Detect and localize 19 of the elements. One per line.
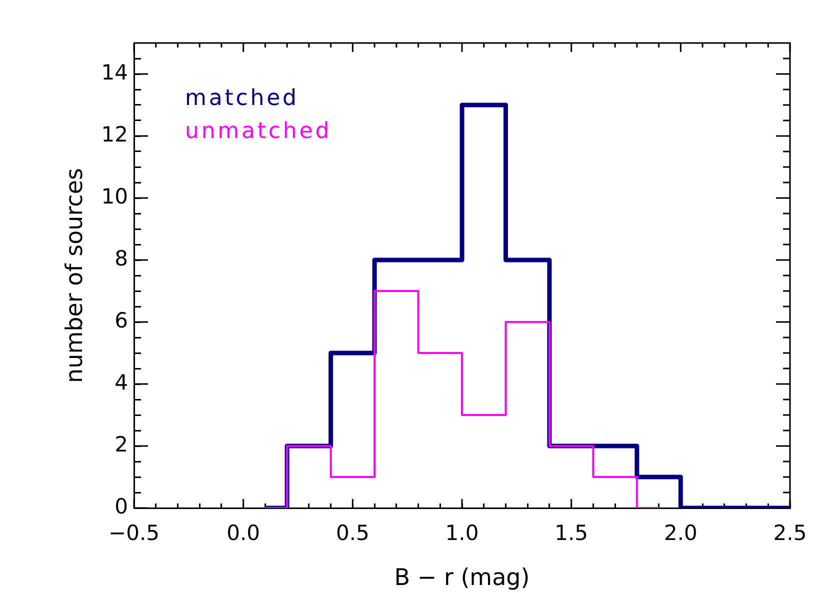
y-tick-label: 10 bbox=[101, 184, 128, 208]
x-tick-label: 1.5 bbox=[554, 521, 588, 546]
x-tick-label: −0.5 bbox=[108, 521, 160, 546]
y-tick-label: 2 bbox=[114, 432, 128, 456]
text: unmatched bbox=[185, 119, 332, 144]
x-tick-label: 2.0 bbox=[664, 521, 698, 546]
y-tick-label: 4 bbox=[114, 370, 128, 394]
text: matched bbox=[185, 86, 299, 111]
y-tick-label: 14 bbox=[101, 60, 128, 84]
x-axis-title: B − r (mag) bbox=[394, 565, 530, 592]
y-tick-label: 12 bbox=[101, 122, 128, 146]
x-tick-label: 1.0 bbox=[445, 521, 479, 546]
y-tick-label: 0 bbox=[114, 494, 128, 518]
y-tick-label: 8 bbox=[114, 246, 128, 270]
x-tick-label: 0.5 bbox=[336, 521, 370, 546]
x-tick-label: 2.5 bbox=[773, 521, 807, 546]
x-tick-label: 0.0 bbox=[226, 521, 260, 546]
y-tick-label: 6 bbox=[114, 308, 128, 332]
y-axis-title: number of sources bbox=[62, 168, 88, 383]
